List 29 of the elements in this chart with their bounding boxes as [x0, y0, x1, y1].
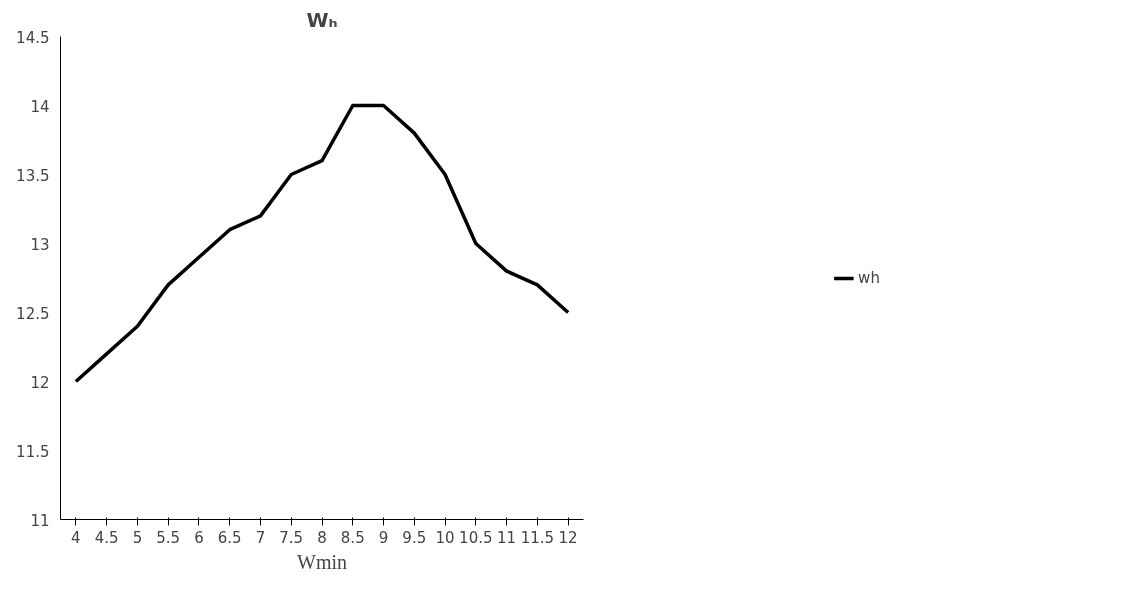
- x-tick-label: 11.5: [520, 528, 555, 547]
- x-axis-title: Wmin: [297, 550, 347, 573]
- x-tick-label: 8.5: [340, 528, 365, 547]
- x-tick-label: 9: [378, 528, 389, 547]
- x-tick-label: 8: [317, 528, 327, 547]
- x-tick-label: 4.5: [94, 528, 119, 547]
- x-tick-label: 10: [435, 528, 455, 547]
- line-series: [74, 103, 570, 384]
- y-tick-label: 11: [30, 511, 50, 530]
- y-tick-label: 13.5: [16, 166, 50, 185]
- y-tick-label: 14.5: [16, 28, 50, 47]
- x-tick-label: 4: [71, 528, 81, 547]
- y-tick-label: 13: [30, 235, 50, 254]
- x-tick-label: 5: [132, 528, 143, 547]
- legend-label: wh: [858, 268, 880, 287]
- x-tick-label: 10.5: [459, 528, 493, 547]
- x-tick-label: 6.5: [217, 528, 242, 547]
- x-tick-label: 7.5: [279, 528, 304, 547]
- x-tick-label: 7: [255, 528, 266, 547]
- x-tick-label: 9.5: [402, 528, 427, 547]
- y-tick-label: 14: [30, 97, 50, 116]
- x-tick-label: 5.5: [156, 528, 181, 547]
- x-tick-label: 12: [558, 528, 578, 547]
- y-tick-label: 12.5: [16, 304, 50, 323]
- x-tick-label: 6: [194, 528, 204, 547]
- x-tick-label: 11: [497, 528, 517, 547]
- chart-title: Wₕ: [306, 7, 338, 32]
- y-tick-label: 12: [30, 373, 50, 392]
- y-tick-label: 11.5: [16, 442, 50, 461]
